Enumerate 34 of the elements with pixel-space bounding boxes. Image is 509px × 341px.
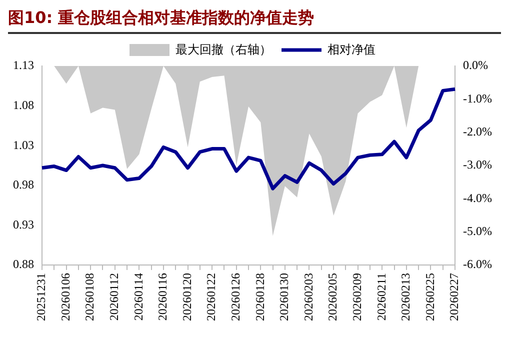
- y2-tick-label: -2.0%: [463, 124, 492, 138]
- x-tick-label: 20260203: [301, 273, 316, 321]
- y2-tick-label: -4.0%: [463, 190, 492, 205]
- x-tick-label: 20260112: [107, 273, 122, 321]
- x-tick-label: 20260116: [156, 273, 170, 321]
- x-tick-label: 20260227: [447, 273, 462, 321]
- chart-title: 图10: 重仓股组合相对基准指数的净值走势: [8, 8, 501, 34]
- y2-tick-label: -3.0%: [463, 158, 492, 172]
- y-tick-label: 0.98: [13, 178, 34, 192]
- x-tick-label: 20260106: [58, 273, 72, 321]
- legend-label: 相对净值: [328, 42, 376, 56]
- x-tick-label: 20260209: [350, 273, 364, 321]
- legend-label: 最大回撤（右轴）: [176, 42, 272, 56]
- x-tick-label: 20260120: [180, 273, 194, 321]
- x-tick-label: 20260225: [422, 273, 437, 321]
- x-tick-label: 20251231: [34, 273, 48, 321]
- y2-tick-label: -1.0%: [463, 91, 492, 106]
- x-tick-label: 20260213: [398, 273, 413, 321]
- x-tick-label: 20260114: [131, 273, 146, 321]
- x-tick-label: 20260122: [204, 273, 218, 321]
- y2-tick-label: 0.0%: [463, 58, 488, 72]
- y2-tick-label: -5.0%: [463, 224, 492, 238]
- y-tick-label: 0.88: [13, 257, 34, 272]
- x-tick-label: 20260108: [82, 273, 97, 321]
- x-tick-label: 20260126: [228, 273, 243, 321]
- y-tick-label: 1.13: [13, 58, 34, 72]
- x-tick-label: 20260128: [252, 273, 267, 321]
- y-tick-label: 1.08: [13, 98, 34, 112]
- y-tick-label: 1.03: [13, 138, 34, 152]
- y-tick-label: 0.93: [13, 217, 34, 232]
- x-tick-label: 20260130: [277, 273, 292, 321]
- x-tick-label: 20260211: [374, 273, 388, 321]
- x-tick-label: 20260205: [326, 273, 340, 321]
- y2-tick-label: -6.0%: [463, 257, 492, 272]
